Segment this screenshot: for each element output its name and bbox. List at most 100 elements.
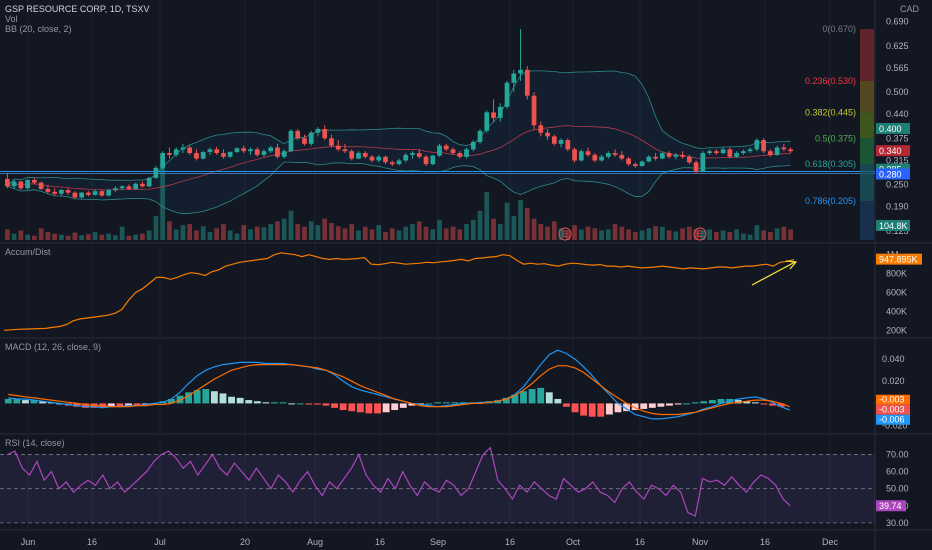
price-tick-label: 0.690 [886,17,909,27]
candle-body [79,192,85,198]
macd-histogram-bar [588,403,596,417]
time-tick-label: Oct [566,537,581,547]
chart-title: GSP RESOURCE CORP, 1D, TSXV [5,4,150,14]
volume-bar [11,233,17,240]
macd-label: MACD (12, 26, close, 9) [5,342,102,352]
candle-body [781,147,787,150]
volume-bar [497,224,503,240]
macd-histogram-bar [760,403,768,405]
volume-bar [511,216,517,240]
macd-histogram-bar [253,401,261,404]
volume-bar [761,230,766,240]
volume-bar [551,221,557,240]
candle-body [113,188,118,191]
price-tick-label: 0.375 [886,133,909,143]
rsi-label: RSI (14, close) [5,438,65,448]
macd-histogram-bar [348,403,356,412]
macd-pane[interactable] [4,349,790,420]
rsi-pane[interactable] [0,446,875,524]
macd-histogram-bar [631,403,639,411]
macd-histogram-bar [4,398,12,404]
volume-bar [437,219,442,240]
volume-bar [423,226,429,240]
candle-body [605,153,611,157]
time-tick-label: 16 [87,537,97,547]
candle-body [626,158,631,165]
price-tick-label: 0.500 [886,87,909,97]
candle-body [315,129,321,133]
volume-bar [254,226,260,240]
candle-body [612,153,618,155]
time-tick-label: 20 [240,537,250,547]
last-price-tag-bg [876,145,910,157]
volume-bar [126,235,132,240]
ad-tick-label: 600K [886,288,907,298]
bb-upper-tag: 0.400 [879,124,902,134]
macd-histogram-bar [245,400,253,404]
volume-bar [187,224,193,240]
price-pane[interactable]: 0(0.670) 0.236(0.530) 0.382(0.445) 0.5(0.37… [0,24,875,241]
candle-body [464,149,469,157]
volume-bar [234,233,240,240]
volume-bar [626,229,631,240]
ad-tick-label: 800K [886,269,907,279]
volume-bar [430,229,436,240]
macd-histogram-bar [442,402,450,404]
macd-histogram-bar [133,403,141,406]
ad-tick-label: 400K [886,306,907,316]
macd-histogram-bar [640,403,648,409]
candle-body [646,156,652,162]
fib-level-label: 0.618(0.305) [805,159,856,169]
volume-bar [585,226,591,240]
macd-tag-bg [876,394,910,405]
rsi-tick-label: 50.00 [886,484,909,494]
accum-dist-pane[interactable] [3,252,798,331]
volume-bar [153,216,159,240]
candle-body [430,155,436,165]
volume-label: Vol [5,14,18,24]
volume-tag: 104.8K [879,221,908,231]
candle-body [639,161,645,166]
candle-body [32,180,37,183]
volume-bar [740,233,746,240]
candle-body [329,138,334,146]
candle-body [619,154,625,159]
volume-bar [133,234,139,240]
macd-histogram-bar [571,403,579,413]
macd-histogram-bar [614,403,622,413]
volume-bar [457,229,463,240]
candle-body [234,148,240,152]
volume-bar [673,231,679,240]
candle-body [180,147,186,150]
candle-body [761,140,766,152]
candle-body [11,181,17,187]
earnings-marker-label: E [697,229,703,239]
candle-body [45,188,51,192]
axes: 0.690 0.625 0.565 0.500 0.440 0.375 0.315 0.250… [21,17,922,547]
volume-bar [545,226,550,240]
volume-bar [470,219,476,240]
macd-histogram-bar [666,403,673,406]
rsi-line [7,446,791,517]
volume-bar [713,232,719,240]
macd-histogram-bar [22,400,29,404]
candle-body [342,149,348,152]
volume-bar [160,155,166,240]
macd-histogram-bar [168,398,175,404]
volume-bar [518,200,523,240]
candle-body [86,192,91,195]
candle-body [524,69,530,96]
candle-body [281,151,287,157]
macd-histogram-bar [228,396,235,404]
candle-body [248,149,253,152]
candle-body [788,149,793,152]
volume-bar [18,230,24,240]
volume-bar [275,221,280,240]
volume-bar [565,230,571,240]
candle-body [376,156,382,161]
candle-body [5,178,10,187]
candle-body [572,149,577,161]
macd-histogram-bar [597,403,605,417]
volume-bar [342,228,348,240]
